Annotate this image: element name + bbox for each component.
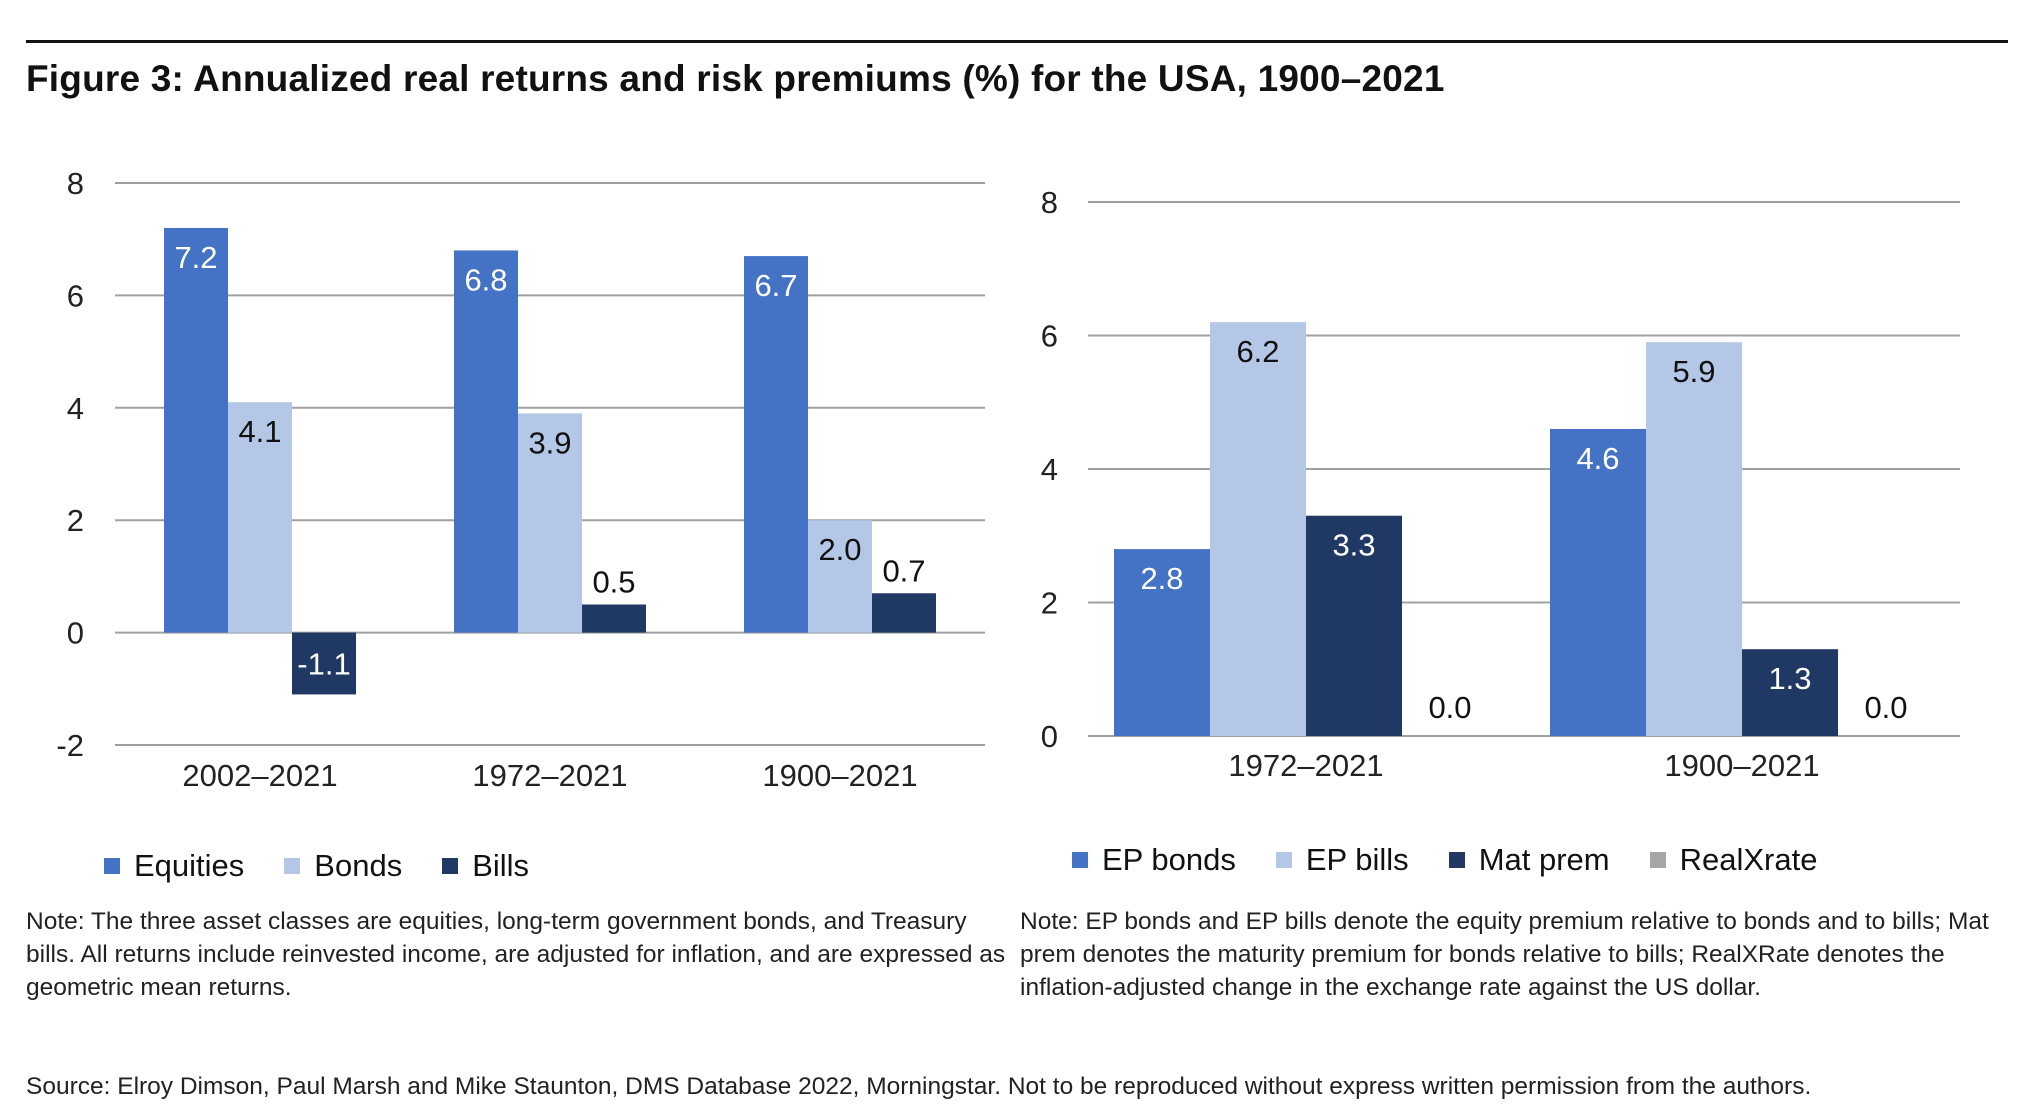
bar	[1742, 649, 1838, 736]
y-tick-label: 8	[1041, 185, 1058, 220]
category-label: 1972–2021	[1228, 748, 1383, 783]
data-label: 0.5	[592, 565, 635, 600]
bar	[1306, 515, 1402, 736]
y-tick-label: 4	[1041, 452, 1058, 487]
bar	[744, 256, 808, 633]
data-label: 0.7	[882, 553, 925, 588]
data-label: 6.2	[1236, 334, 1279, 369]
y-tick-label: 4	[67, 391, 84, 426]
top-rule	[26, 40, 2008, 43]
category-label: 1972–2021	[472, 758, 627, 793]
bar	[1550, 428, 1646, 736]
bar	[292, 632, 356, 695]
left-chart-legend: Equities Bonds Bills	[104, 848, 569, 884]
data-label: 6.8	[464, 262, 507, 297]
left-bar-chart: -2 0 2 4 6 8 7.2 4.1 -1.1 2002–2021 6.8 3.9 0.5 1972–…	[56, 166, 985, 793]
legend-item: Bills	[442, 848, 529, 884]
data-label: 4.1	[238, 414, 281, 449]
legend-label: Bonds	[314, 848, 403, 883]
legend-label: Mat prem	[1478, 842, 1610, 877]
data-label: 3.9	[528, 425, 571, 460]
y-tick-label: 8	[67, 166, 84, 201]
right-chart-legend: EP bonds EP bills Mat prem RealXrate	[1072, 842, 1857, 878]
y-tick-label: 0	[67, 616, 84, 651]
legend-swatch	[1649, 852, 1666, 868]
legend-label: Bills	[472, 848, 530, 883]
data-label: 2.8	[1140, 561, 1183, 596]
data-label: 1.3	[1768, 661, 1811, 696]
bar	[1114, 549, 1210, 736]
bar	[582, 604, 646, 633]
category-label: 1900–2021	[1664, 748, 1819, 783]
right-note: Note: EP bonds and EP bills denote the e…	[1020, 908, 1989, 1001]
legend-label: EP bonds	[1102, 842, 1236, 877]
data-label: 7.2	[174, 240, 217, 275]
left-note: Note: The three asset classes are equiti…	[26, 908, 1006, 1001]
legend-swatch	[1275, 852, 1292, 868]
figure-title: Figure 3: Annualized real returns and ri…	[26, 58, 1445, 99]
legend-swatch	[1448, 852, 1465, 868]
bar	[1646, 342, 1742, 736]
legend-swatch	[284, 858, 301, 874]
data-label: 2.0	[818, 532, 861, 567]
y-tick-label: 0	[1041, 719, 1058, 754]
right-bar-chart: 0 2 4 6 8 2.8 6.2 3.3 0.0 1972–2021 4.6 5.9 1.3 0.0 19…	[1041, 185, 1960, 783]
y-tick-label: -2	[56, 728, 84, 763]
y-tick-label: 2	[1041, 586, 1058, 621]
legend-item: EP bills	[1275, 842, 1409, 878]
data-label: 3.3	[1332, 528, 1375, 563]
source-text: Source: Elroy Dimson, Paul Marsh and Mik…	[26, 1073, 1812, 1100]
legend-item: Mat prem	[1448, 842, 1610, 878]
data-label: 5.9	[1672, 354, 1715, 389]
bar	[518, 413, 582, 633]
data-label: 6.7	[754, 268, 797, 303]
y-tick-label: 6	[67, 278, 84, 313]
data-label: 0.0	[1428, 690, 1471, 725]
legend-label: Equities	[134, 848, 245, 883]
legend-item: Equities	[104, 848, 244, 884]
legend-item: Bonds	[284, 848, 402, 884]
legend-item: RealXrate	[1649, 842, 1818, 878]
legend-item: EP bonds	[1072, 842, 1236, 878]
y-tick-label: 2	[67, 503, 84, 538]
bar	[228, 402, 292, 633]
legend-swatch	[1072, 852, 1088, 868]
bar	[872, 593, 936, 633]
bar	[1210, 322, 1306, 736]
legend-label: RealXrate	[1679, 842, 1818, 877]
bar	[454, 250, 518, 633]
category-label: 1900–2021	[762, 758, 917, 793]
data-label: 0.0	[1864, 690, 1907, 725]
legend-swatch	[442, 858, 459, 874]
data-label: -1.1	[297, 647, 350, 682]
bar	[164, 227, 228, 633]
data-label: 4.6	[1576, 441, 1619, 476]
legend-label: EP bills	[1305, 842, 1409, 877]
bar	[808, 520, 872, 633]
legend-swatch	[104, 858, 120, 874]
y-tick-label: 6	[1041, 319, 1058, 354]
category-label: 2002–2021	[182, 758, 337, 793]
